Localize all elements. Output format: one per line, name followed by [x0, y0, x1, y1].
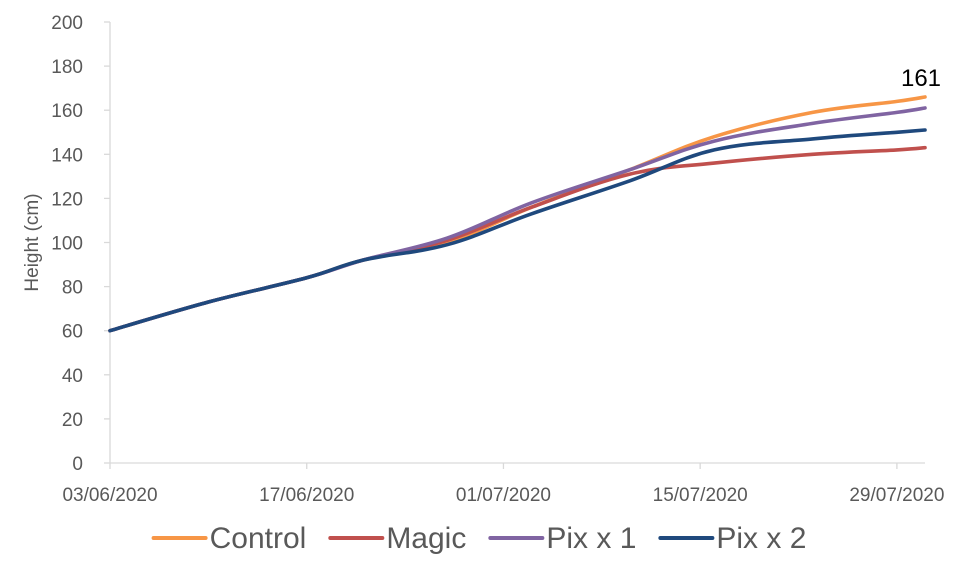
y-tick-label: 120 [51, 189, 83, 210]
y-tick-label: 200 [51, 13, 83, 34]
y-tick-label: 180 [51, 57, 83, 78]
y-tick-label: 60 [62, 322, 83, 343]
y-tick-label: 140 [51, 145, 83, 166]
y-tick-label: 0 [72, 454, 83, 475]
legend-item-pix-x-1: Pix x 1 [488, 522, 636, 555]
series-line-magic [108, 145, 927, 333]
legend-label: Magic [386, 522, 466, 555]
legend-item-control: Control [151, 522, 307, 555]
y-tick-label: 100 [51, 234, 83, 255]
data-label: 161 [901, 65, 941, 92]
x-tick-label: 29/07/2020 [849, 485, 944, 506]
x-tick-label: 03/06/2020 [62, 485, 157, 506]
x-tick-label: 17/06/2020 [259, 485, 354, 506]
y-axis-title: Height (cm) [22, 193, 43, 291]
y-tick-label: 80 [62, 278, 83, 299]
x-tick-label: 15/07/2020 [653, 485, 748, 506]
y-tick-label: 20 [62, 410, 83, 431]
y-tick-label: 160 [51, 101, 83, 122]
series-line-pix-x-2 [108, 128, 927, 333]
legend-label: Control [210, 522, 307, 555]
legend-label: Pix x 1 [546, 522, 636, 555]
legend-item-magic: Magic [328, 522, 466, 555]
y-tick-label: 40 [62, 366, 83, 387]
legend-label: Pix x 2 [716, 522, 806, 555]
x-tick-label: 01/07/2020 [456, 485, 551, 506]
legend-item-pix-x-2: Pix x 2 [658, 522, 806, 555]
